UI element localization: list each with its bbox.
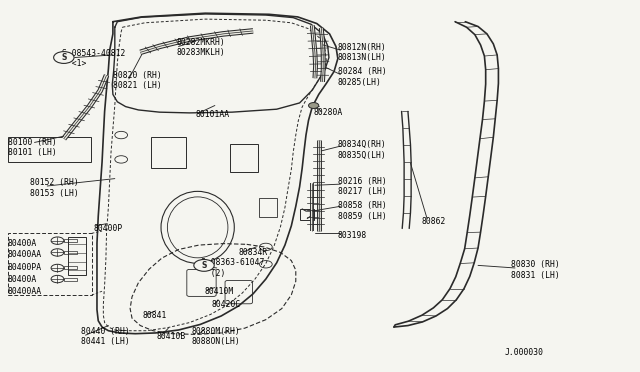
Text: 80420C: 80420C <box>212 300 241 310</box>
Text: S 08543-40812
  <1>: S 08543-40812 <1> <box>62 49 125 68</box>
Text: 80101AA: 80101AA <box>196 109 230 119</box>
Bar <box>64 266 77 269</box>
Bar <box>68 237 86 275</box>
Text: 80400P: 80400P <box>94 224 123 233</box>
Bar <box>300 209 314 220</box>
Circle shape <box>194 260 214 271</box>
Bar <box>230 144 258 172</box>
Text: 80216 (RH)
80217 (LH): 80216 (RH) 80217 (LH) <box>338 177 387 196</box>
Bar <box>151 137 186 168</box>
Bar <box>64 278 77 280</box>
Text: 80820 (RH)
80821 (LH): 80820 (RH) 80821 (LH) <box>113 71 162 90</box>
Text: 80834R: 80834R <box>239 248 268 257</box>
Text: 80830 (RH)
80831 (LH): 80830 (RH) 80831 (LH) <box>511 260 560 280</box>
Text: 80858 (RH)
80859 (LH): 80858 (RH) 80859 (LH) <box>338 201 387 221</box>
Text: 80410B: 80410B <box>156 332 186 341</box>
Text: 80880M(RH)
8088ON(LH): 80880M(RH) 8088ON(LH) <box>191 327 240 346</box>
Text: 80812N(RH)
80813N(LH): 80812N(RH) 80813N(LH) <box>338 43 387 62</box>
Text: 80100 (RH)
80101 (LH): 80100 (RH) 80101 (LH) <box>8 138 56 157</box>
Circle shape <box>308 103 319 109</box>
Text: 80400A: 80400A <box>8 275 37 283</box>
Bar <box>64 251 77 254</box>
Text: 80280A: 80280A <box>314 108 343 118</box>
Text: 80410M: 80410M <box>204 287 233 296</box>
Text: 80152 (RH)
80153 (LH): 80152 (RH) 80153 (LH) <box>30 178 79 198</box>
Text: 80834Q(RH)
80835Q(LH): 80834Q(RH) 80835Q(LH) <box>338 140 387 160</box>
Text: S: S <box>61 53 67 62</box>
Text: 80284 (RH)
80285(LH): 80284 (RH) 80285(LH) <box>338 67 387 87</box>
Text: S 08363-61047
  (2): S 08363-61047 (2) <box>201 258 264 278</box>
Bar <box>259 198 277 217</box>
Text: 80440 (RH)
80441 (LH): 80440 (RH) 80441 (LH) <box>81 327 130 346</box>
Text: J.000030: J.000030 <box>505 349 544 357</box>
Bar <box>64 239 77 242</box>
Text: 80400PA: 80400PA <box>8 263 42 272</box>
Text: 80282MKRH)
80283MKLH): 80282MKRH) 80283MKLH) <box>177 38 225 57</box>
Text: 80862: 80862 <box>422 217 446 225</box>
Text: S: S <box>202 261 207 270</box>
Text: 80400AA: 80400AA <box>8 287 42 296</box>
Text: 803198: 803198 <box>338 231 367 240</box>
Text: 80400A: 80400A <box>8 239 37 248</box>
Text: 80841: 80841 <box>143 311 167 320</box>
Text: 80400AA: 80400AA <box>8 250 42 259</box>
Circle shape <box>54 52 74 63</box>
